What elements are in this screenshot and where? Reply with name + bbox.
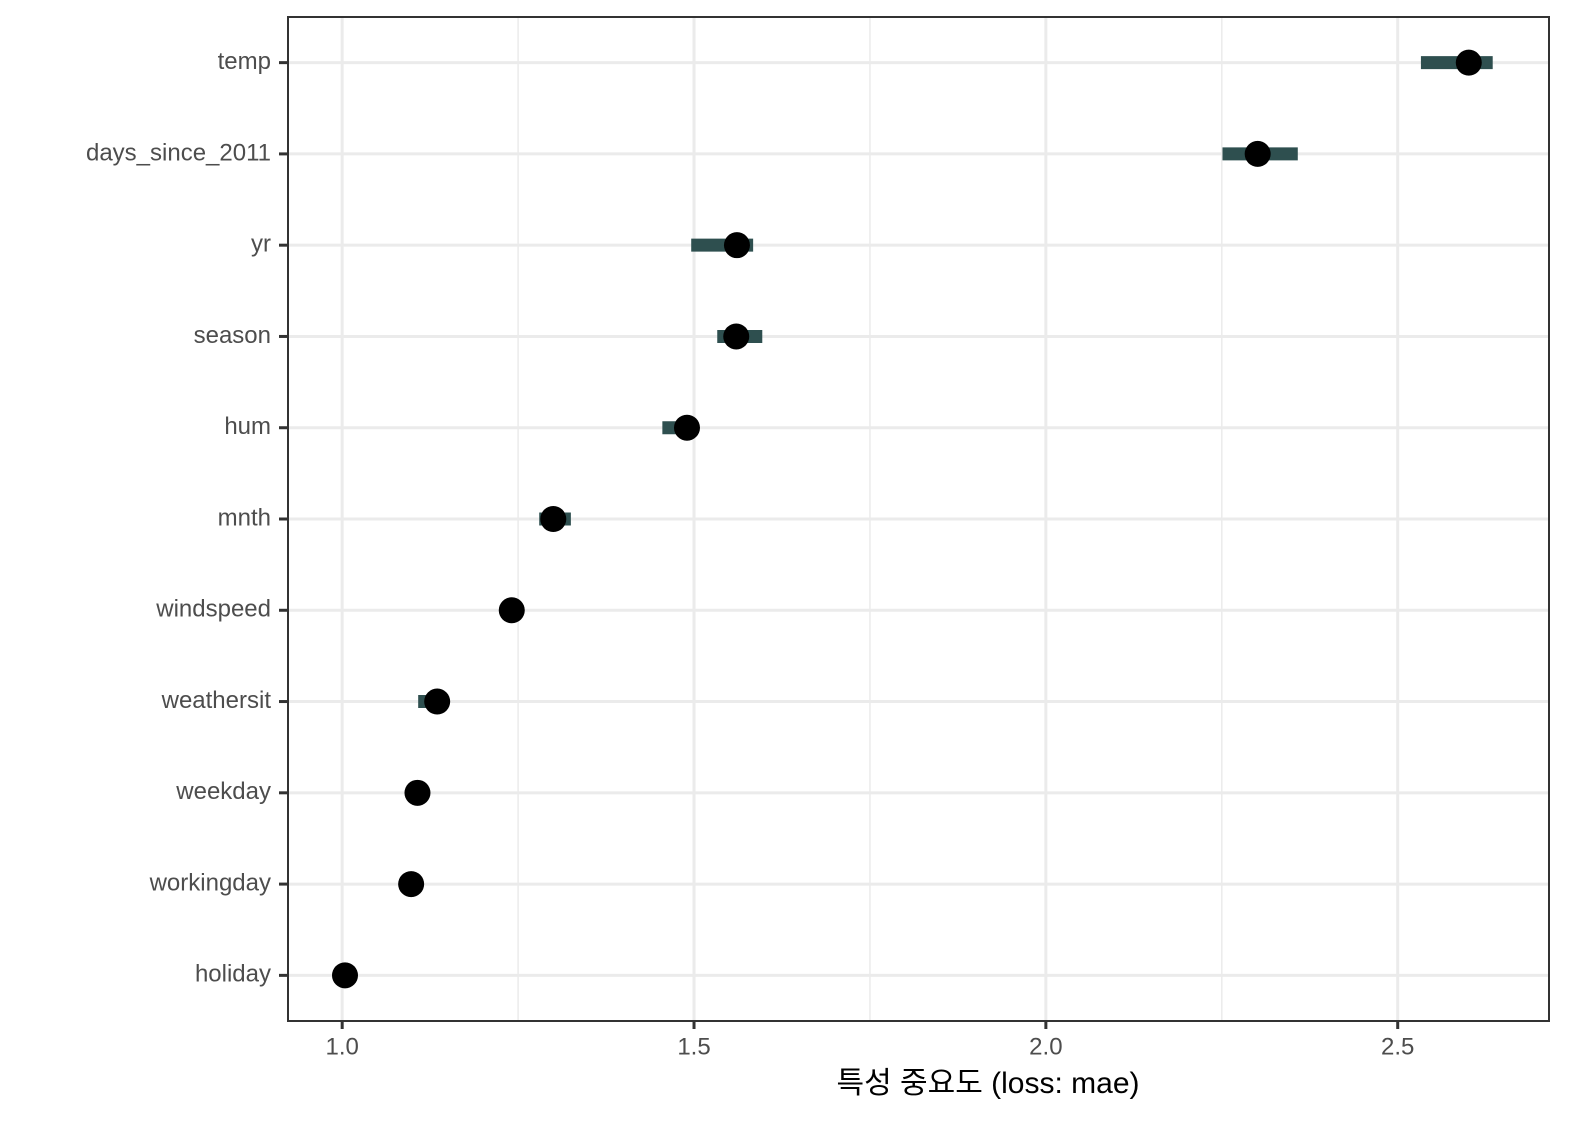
x-tick-label: 1.0 [325,1033,358,1060]
y-tick-label: days_since_2011 [86,139,271,166]
x-tick-label: 2.0 [1029,1033,1062,1060]
point [398,871,425,898]
x-tick-label: 1.5 [677,1033,710,1060]
point [673,414,700,441]
y-tick-label: mnth [218,504,271,531]
y-tick-label: workingday [149,869,271,896]
y-tick-label: windspeed [155,596,271,623]
y-tick-label: season [194,322,271,349]
y-tick-label: temp [218,48,271,75]
point [424,688,451,715]
y-tick-label: hum [224,413,271,440]
x-axis-title: 특성 중요도 (loss: mae) [836,1067,1139,1100]
y-tick-label: weathersit [161,687,272,714]
panel-border [287,16,1550,1022]
y-tick-label: holiday [195,961,271,988]
point [723,232,750,259]
point [404,779,431,806]
y-tick-label: weekday [175,778,271,805]
x-tick-label: 2.5 [1381,1033,1414,1060]
point [1244,140,1271,167]
point [1455,49,1482,76]
point [331,962,358,989]
point [498,597,525,624]
point [540,506,567,532]
point [723,323,750,350]
y-tick-label: yr [251,231,271,258]
